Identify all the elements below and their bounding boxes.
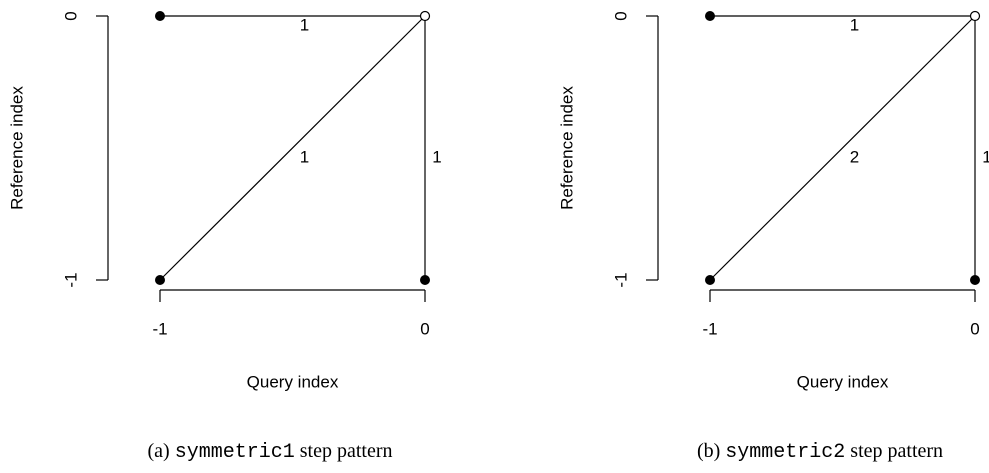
caption-label: (b)	[697, 440, 720, 462]
step-weight: 1	[982, 147, 989, 166]
y-tick-label: 0	[61, 11, 80, 20]
start-point	[970, 275, 980, 285]
x-tick-label: 0	[970, 319, 979, 338]
caption-text: step pattern	[300, 440, 393, 462]
start-point	[155, 275, 165, 285]
x-tick-label: -1	[702, 319, 717, 338]
step-segment	[159, 15, 426, 281]
y-tick-label: 0	[611, 11, 630, 20]
step-weight: 1	[300, 147, 309, 166]
start-point	[705, 11, 715, 21]
step-segment	[709, 15, 976, 281]
end-point	[969, 10, 981, 22]
y-axis-label: Reference index	[7, 86, 26, 210]
caption: (a) symmetric1 step pattern	[148, 440, 393, 465]
step-weight: 2	[850, 147, 859, 166]
start-point	[705, 275, 715, 285]
step-weight: 1	[850, 15, 859, 34]
y-tick-label: -1	[611, 272, 630, 287]
caption-text: step pattern	[850, 440, 943, 462]
step-weight: 1	[432, 147, 441, 166]
x-tick-label: 0	[420, 319, 429, 338]
start-point	[155, 11, 165, 21]
caption-name: symmetric2	[725, 441, 845, 464]
caption: (b) symmetric2 step pattern	[697, 440, 943, 465]
start-point	[420, 275, 430, 285]
y-axis-label: Reference index	[557, 86, 576, 210]
x-tick-label: -1	[152, 319, 167, 338]
x-axis-label: Query index	[797, 372, 889, 391]
x-axis-label: Query index	[247, 372, 339, 391]
end-point	[419, 10, 431, 22]
caption-name: symmetric1	[175, 441, 295, 464]
caption-label: (a)	[148, 440, 170, 462]
step-weight: 1	[300, 15, 309, 34]
y-tick-label: -1	[61, 272, 80, 287]
